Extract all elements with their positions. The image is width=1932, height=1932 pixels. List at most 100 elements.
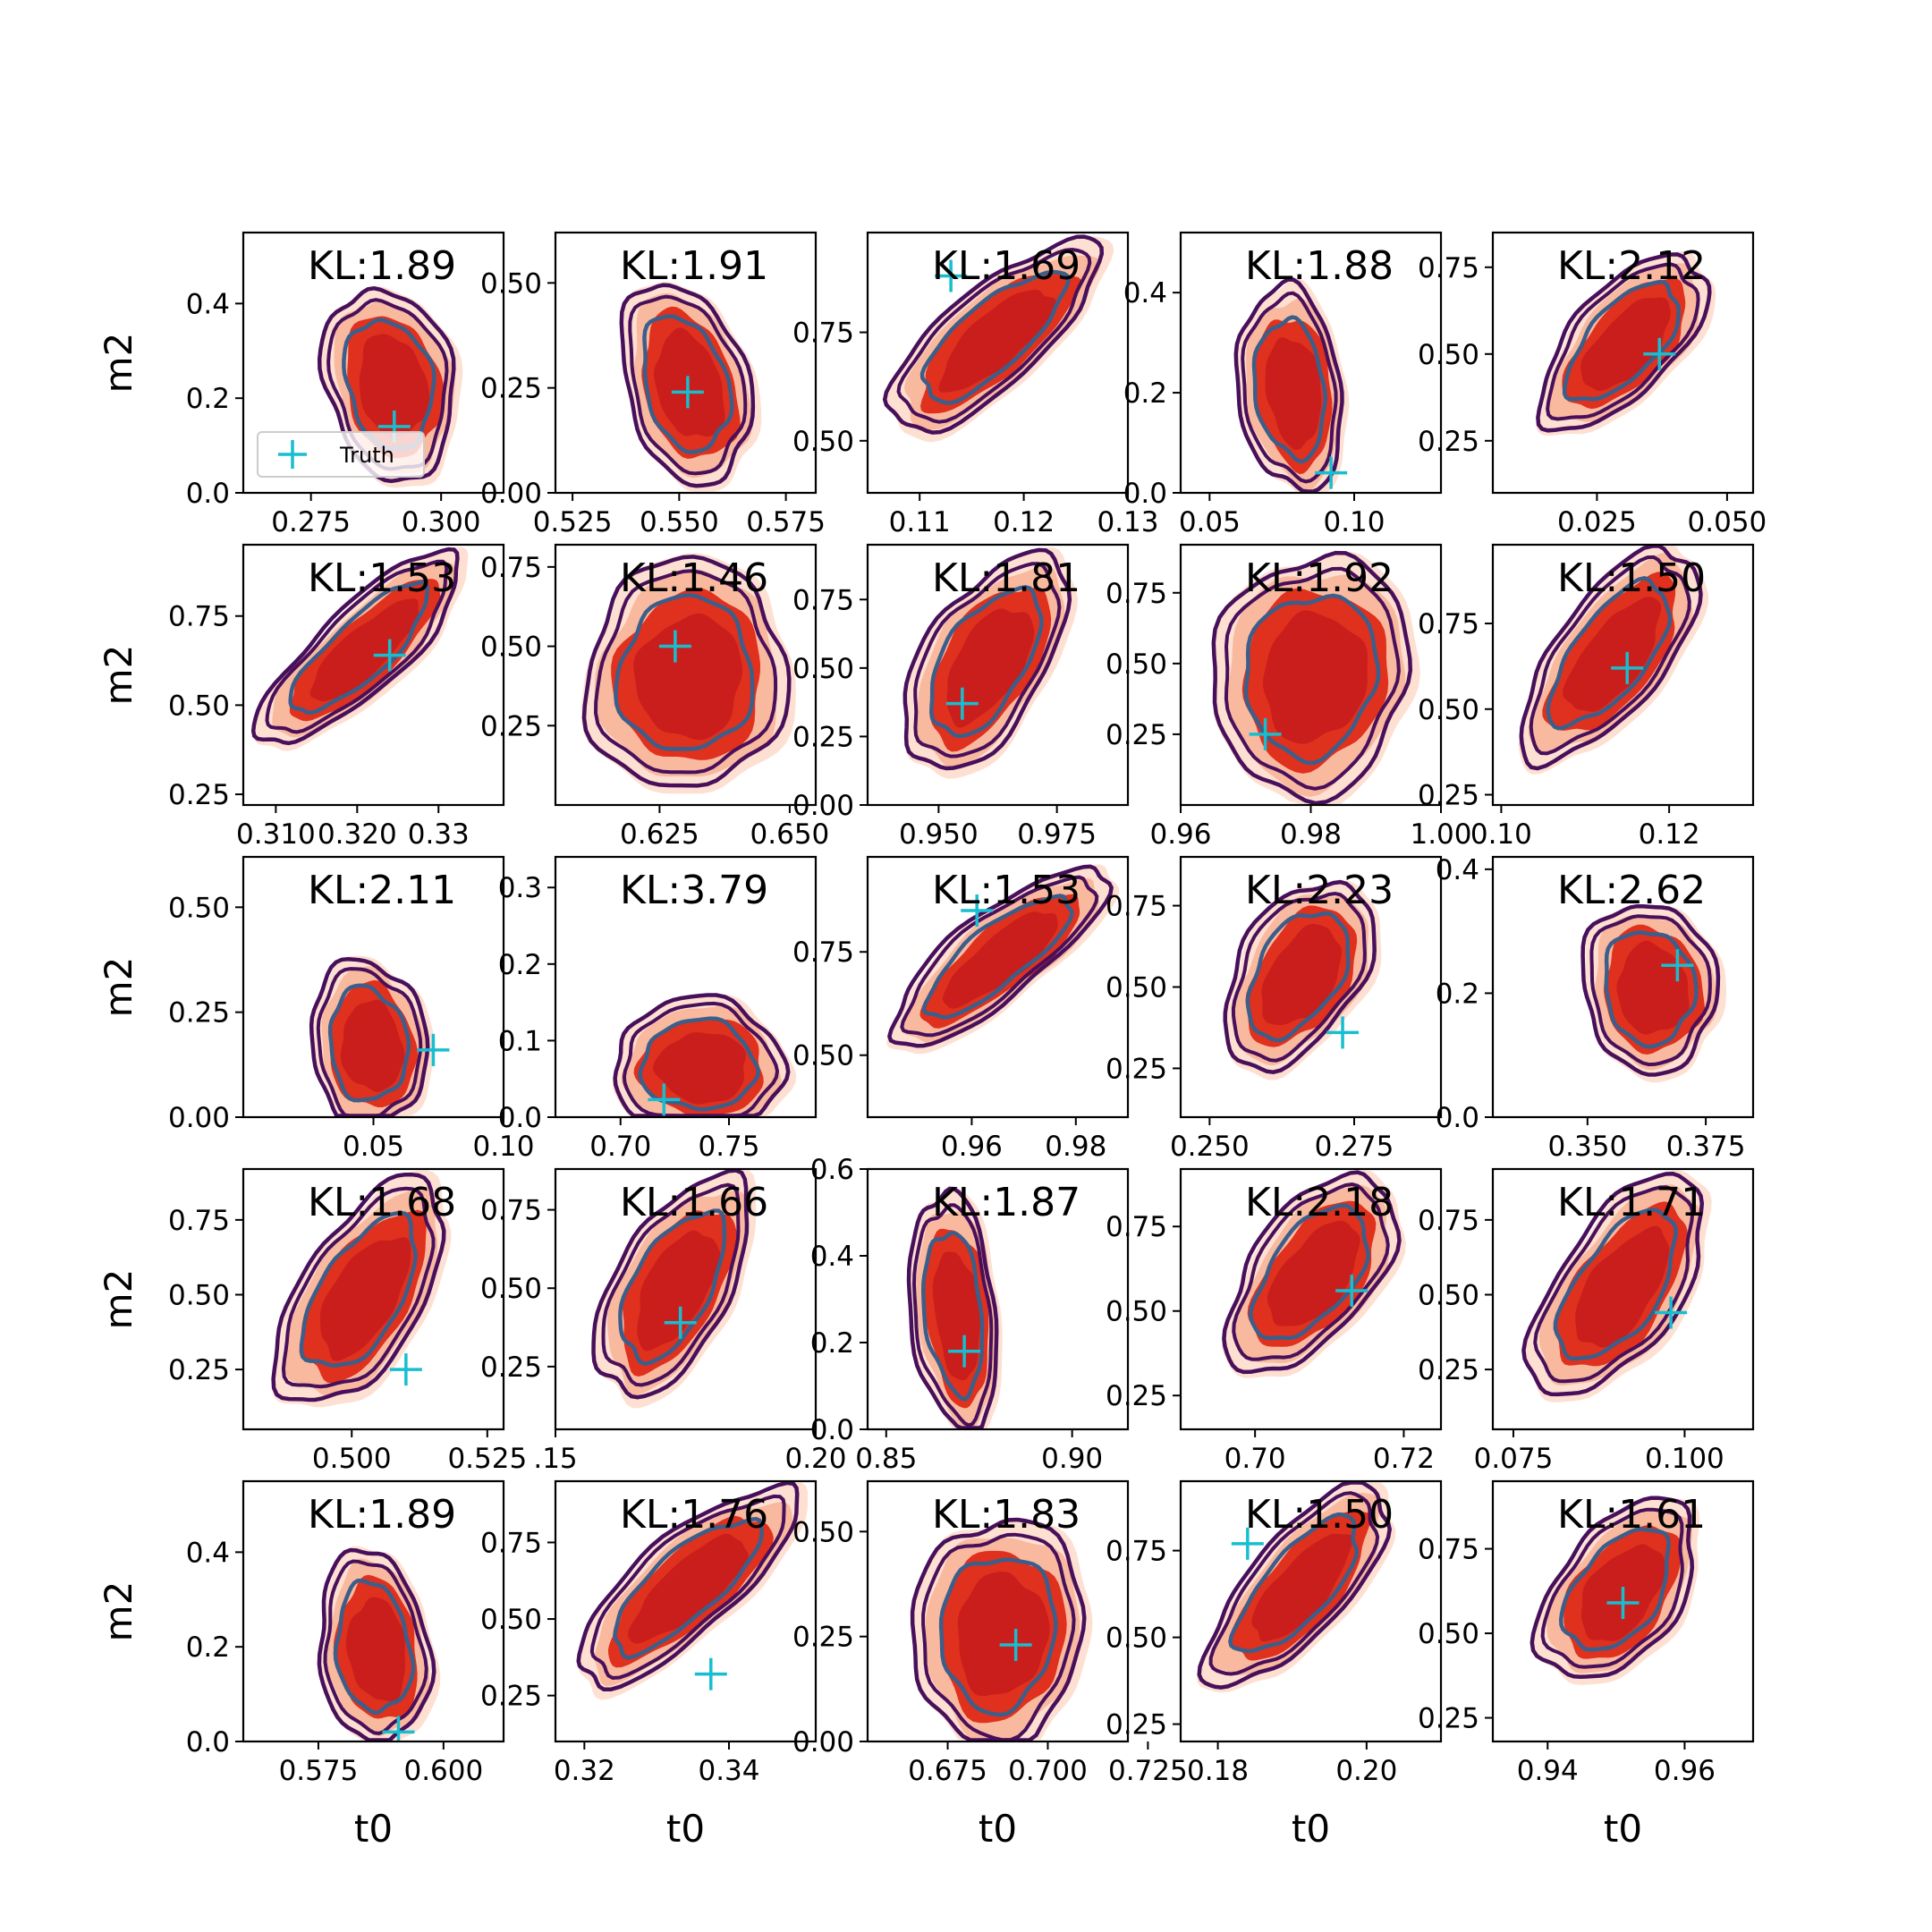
contour-outer [1211, 550, 1413, 805]
truth-marker [417, 1033, 450, 1066]
density-fill-core [653, 327, 725, 437]
kl-annotation: KL:1.68 [308, 1180, 456, 1225]
contour-second [628, 294, 748, 476]
y-tick-label: 0.25 [792, 721, 854, 753]
kl-annotation: KL:1.87 [932, 1180, 1080, 1225]
y-tick-label: 0.25 [792, 1622, 854, 1654]
y-axis-title: m2 [97, 1581, 140, 1642]
contour-outer [902, 547, 1072, 771]
x-tick-label: 0.96 [1654, 1755, 1716, 1787]
x-tick-label: 0.10 [1323, 506, 1385, 538]
y-tick-label: 0.25 [1418, 426, 1479, 458]
kl-annotation: KL:2.11 [308, 868, 456, 913]
truth-marker [373, 639, 406, 672]
density-fill-core [1265, 337, 1322, 450]
kl-annotation: KL:1.53 [932, 868, 1080, 913]
contour-inner [1553, 1208, 1678, 1361]
y-tick-label: 0.4 [810, 1241, 854, 1273]
x-tick-label: 1.00 [1410, 818, 1471, 851]
contour-outer [1197, 1481, 1392, 1690]
density-fill-core [1261, 924, 1343, 1025]
y-tick-label: 0.50 [1418, 1618, 1479, 1650]
density-area [580, 553, 796, 794]
panel-15: 0.350 0.375 0.0 0.2 0.4 KL:2.62 [1436, 854, 1755, 1163]
contour-outer [271, 1172, 446, 1402]
y-tick-label: 0.6 [810, 1154, 854, 1186]
panel-5: 0.025 0.050 0.25 0.50 0.75 KL:2.12 [1418, 231, 1767, 538]
contour-outer [910, 1517, 1087, 1741]
axes-frame [1491, 543, 1755, 807]
y-tick-label: 0.75 [168, 601, 230, 633]
panel-12: 0.70 0.75 0.0 0.1 0.2 0.3 KL:3.79 [498, 855, 818, 1163]
density-fill-core [1580, 297, 1671, 391]
contour-second [1232, 1182, 1390, 1361]
density-fill-core [942, 911, 1058, 1009]
truth-marker [664, 1306, 697, 1339]
x-tick-label: 0.725 [1108, 1755, 1188, 1787]
x-axis-title: t0 [1292, 1807, 1330, 1851]
panel-1: 0.275 0.300 0.0 0.2 0.4 KL:1.89 m2 Truth [97, 231, 505, 538]
density-fill-core [319, 1237, 411, 1361]
x-tick-label: .15 [533, 1443, 577, 1475]
legend-box [257, 431, 425, 478]
density-area [271, 1170, 452, 1408]
y-tick-label: 0.50 [792, 653, 854, 685]
y-tick-label: 0.75 [1418, 252, 1479, 284]
y-tick-label: 0.50 [168, 1279, 230, 1311]
contour-inner [1248, 1203, 1370, 1341]
x-tick-label: 0.05 [1179, 506, 1241, 538]
contour-outer [1223, 879, 1377, 1074]
x-tick-label: 0.12 [993, 506, 1055, 538]
x-tick-label: 0.20 [1335, 1755, 1397, 1787]
axes-frame [242, 231, 505, 495]
y-tick-label: 0.25 [480, 1352, 542, 1384]
x-tick-label: 0.96 [1149, 818, 1211, 851]
kl-annotation: KL:2.23 [1245, 868, 1394, 913]
density-area [882, 234, 1114, 443]
y-tick-label: 0.25 [168, 779, 230, 811]
kl-annotation: KL:2.18 [1245, 1180, 1394, 1225]
contour-second [1546, 262, 1700, 421]
contour-inner [920, 1231, 985, 1402]
contour-inner [919, 269, 1071, 405]
x-tick-label: 0.34 [698, 1755, 759, 1787]
y-tick-label: 0.25 [1418, 780, 1479, 812]
axes-frame [866, 1167, 1130, 1431]
y-tick-label: 0.00 [168, 1102, 230, 1134]
panel-6: 0.310 0.320 0.33 0.25 0.50 0.75 KL:1.53 m2 [97, 543, 505, 851]
contour-inner [1562, 279, 1682, 402]
x-tick-label: 0.94 [1517, 1755, 1579, 1787]
truth-marker [961, 894, 994, 928]
density-fill-core [1575, 1225, 1670, 1348]
y-tick-label: 0.75 [1106, 891, 1167, 923]
contour-inner [618, 1208, 726, 1366]
density-fill-core [628, 1533, 749, 1644]
truth-marker [1611, 651, 1644, 684]
y-tick-label: 0.25 [1106, 1053, 1167, 1085]
kl-annotation: KL:1.53 [308, 555, 456, 601]
x-tick-label: 0.72 [1373, 1443, 1435, 1475]
contour-second [326, 298, 449, 471]
y-tick-label: 0.3 [498, 872, 542, 904]
contour-second [1241, 291, 1338, 484]
panel-21: 0.575 0.600 0.0 0.2 0.4 KL:1.89 m2 t0 [97, 1479, 505, 1851]
y-tick-label: 0.25 [480, 710, 542, 742]
contour-inner [929, 585, 1044, 739]
x-tick-label: 0.70 [1224, 1443, 1286, 1475]
density-area [576, 1481, 809, 1700]
x-axis-title: t0 [354, 1807, 393, 1851]
contour-outer [1536, 252, 1712, 433]
contour-second [1224, 566, 1401, 791]
contour-outer [250, 547, 460, 746]
y-tick-label: 0.25 [480, 1681, 542, 1713]
density-fill-core [345, 1597, 405, 1702]
contour-inner [938, 1557, 1058, 1717]
axes-frame [866, 543, 1130, 807]
x-tick-label: 0.90 [1041, 1443, 1103, 1475]
kl-annotation: KL:1.89 [308, 243, 456, 289]
axes-frame [1491, 1167, 1755, 1431]
truth-marker [948, 1335, 981, 1368]
density-area [1221, 1170, 1406, 1378]
y-tick-label: 0.50 [168, 690, 230, 722]
